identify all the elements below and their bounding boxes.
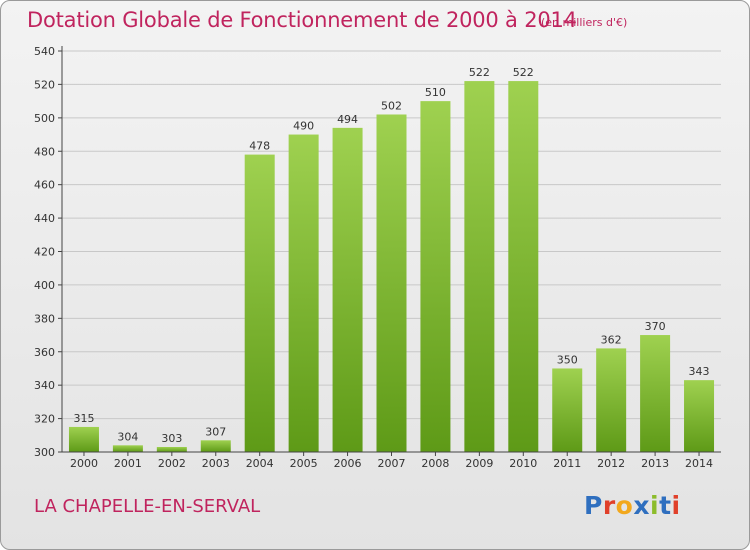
- y-tick-label: 480: [34, 145, 55, 158]
- x-tick-label: 2003: [202, 457, 230, 470]
- x-tick-label: 2000: [70, 457, 98, 470]
- logo-letter: r: [602, 491, 616, 520]
- logo-letter: P: [584, 491, 603, 520]
- data-label: 315: [73, 412, 94, 425]
- x-tick-label: 2002: [158, 457, 186, 470]
- y-tick-label: 360: [34, 346, 55, 359]
- commune-name: LA CHAPELLE-EN-SERVAL: [34, 496, 261, 517]
- axes: [58, 46, 721, 456]
- data-label: 522: [513, 66, 534, 79]
- y-tick-label: 340: [34, 379, 55, 392]
- bar: [508, 81, 539, 452]
- x-tick-label: 2013: [641, 457, 669, 470]
- y-tick-label: 440: [34, 212, 55, 225]
- bar: [684, 380, 715, 452]
- x-tick-label: 2009: [465, 457, 493, 470]
- data-label: 478: [249, 140, 270, 153]
- chart-subtitle: (en milliers d'€): [541, 16, 628, 29]
- labels: 300 320 340 360 380 400 420 440 460 480 500 520 540 3…: [34, 45, 713, 470]
- x-tick-label: 2005: [290, 457, 318, 470]
- x-tick-label: 2011: [553, 457, 581, 470]
- x-tick-label: 2006: [334, 457, 362, 470]
- bar: [464, 81, 495, 452]
- bar: [244, 154, 275, 452]
- x-tick-label: 2001: [114, 457, 142, 470]
- bar: [552, 368, 583, 452]
- bar: [288, 134, 319, 452]
- bar: [68, 426, 99, 452]
- y-tick-label: 520: [34, 78, 55, 91]
- bar: [112, 445, 143, 452]
- y-tick-label: 460: [34, 179, 55, 192]
- x-tick-label: 2004: [246, 457, 274, 470]
- x-tick-label: 2010: [509, 457, 537, 470]
- y-tick-label: 420: [34, 246, 55, 259]
- x-tick-label: 2008: [421, 457, 449, 470]
- bar: [376, 114, 407, 452]
- bar: [332, 127, 363, 452]
- data-label: 370: [645, 320, 666, 333]
- data-label: 510: [425, 86, 446, 99]
- y-tick-label: 540: [34, 45, 55, 58]
- data-label: 303: [161, 432, 182, 445]
- x-tick-label: 2007: [378, 457, 406, 470]
- chart-title: Dotation Globale de Fonctionnement de 20…: [27, 8, 577, 32]
- y-tick-label: 320: [34, 413, 55, 426]
- bars: [68, 81, 715, 452]
- data-label: 307: [205, 425, 226, 438]
- data-label: 494: [337, 113, 358, 126]
- x-tick-label: 2012: [597, 457, 625, 470]
- data-label: 522: [469, 66, 490, 79]
- data-label: 304: [117, 430, 138, 443]
- bar: [200, 440, 231, 452]
- y-tick-label: 500: [34, 112, 55, 125]
- data-label: 343: [689, 365, 710, 378]
- logo-letter: i: [650, 491, 660, 520]
- data-label: 350: [557, 353, 578, 366]
- bar: [640, 335, 671, 452]
- bar: [156, 446, 187, 452]
- x-tick-label: 2014: [685, 457, 713, 470]
- proxiti-logo[interactable]: Proxiti: [584, 491, 681, 520]
- y-tick-label: 400: [34, 279, 55, 292]
- data-label: 502: [381, 99, 402, 112]
- data-label: 490: [293, 120, 314, 133]
- y-tick-label: 380: [34, 312, 55, 325]
- data-label: 362: [601, 333, 622, 346]
- y-tick-label: 300: [34, 446, 55, 459]
- logo-letter: o: [615, 491, 634, 520]
- logo-letter: t: [659, 491, 672, 520]
- bar: [596, 348, 627, 452]
- bar: [420, 101, 451, 452]
- logo-letter: i: [671, 491, 681, 520]
- logo-letter: x: [633, 491, 650, 520]
